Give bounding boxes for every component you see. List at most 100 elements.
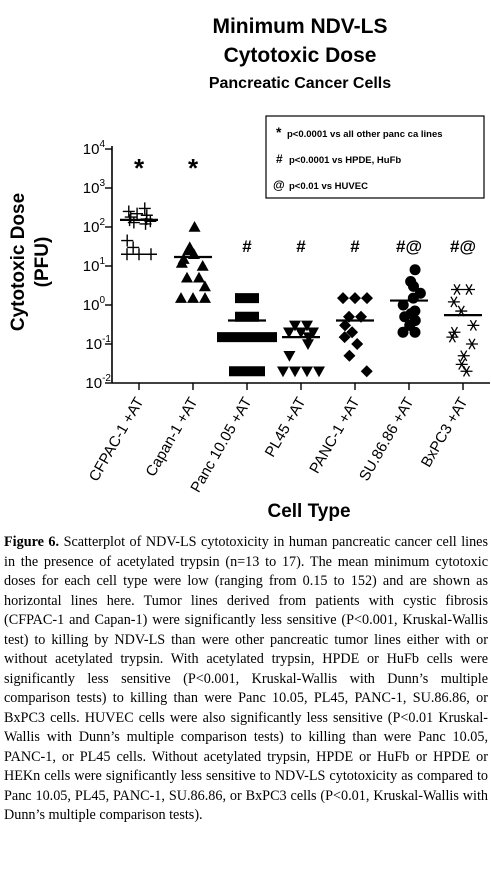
data-point — [247, 311, 259, 322]
data-point — [448, 326, 461, 338]
data-point — [138, 202, 151, 215]
data-point — [175, 292, 187, 303]
data-point — [447, 296, 460, 308]
data-point — [455, 358, 468, 370]
data-point — [301, 320, 313, 332]
x-tick-label: PANC-1 +AT — [306, 395, 363, 477]
data-point — [451, 283, 463, 296]
legend-text-2: p<0.0001 vs HPDE, HuFb — [289, 155, 401, 166]
data-point — [121, 234, 134, 247]
y-tick-label: 10-1 — [85, 334, 111, 353]
data-point — [247, 293, 259, 304]
data-point — [289, 320, 301, 332]
data-point — [283, 350, 296, 362]
x-tick-label: CFPAC-1 +AT — [86, 395, 148, 485]
data-point — [235, 311, 247, 322]
data-point — [409, 264, 421, 276]
significance-annotation: * — [134, 153, 145, 183]
data-point — [199, 292, 211, 303]
figure-caption: Figure 6. Scatterplot of NDV-LS cytotoxi… — [4, 533, 488, 889]
significance-annotation: # — [350, 237, 360, 256]
chart-subtitle: Pancreatic Cancer Cells — [209, 75, 391, 92]
data-point — [446, 331, 459, 343]
data-point — [409, 326, 421, 338]
y-tick-label: 10-2 — [85, 373, 111, 392]
legend-symbol-2: # — [276, 152, 283, 166]
data-point — [229, 332, 241, 343]
legend-text-1: p<0.0001 vs all other panc ca lines — [287, 129, 443, 140]
y-tick-label: 102 — [83, 217, 106, 236]
legend-box — [265, 115, 485, 199]
x-tick-label: Capan-1 +AT — [142, 395, 201, 480]
data-point — [349, 292, 361, 305]
significance-annotation: # — [296, 237, 306, 256]
data-point — [301, 366, 313, 378]
data-point — [407, 292, 419, 304]
data-point — [124, 211, 137, 224]
data-point — [283, 327, 295, 339]
data-point — [313, 366, 325, 378]
data-point — [253, 332, 265, 343]
y-axis-label: Cytotoxic Dose — [8, 193, 29, 331]
x-tick-label: BxPC3 +AT — [418, 395, 472, 471]
data-point — [235, 293, 247, 304]
legend-text-3: p<0.01 vs HUVEC — [289, 181, 368, 192]
chart-title-line2: Cytotoxic Dose — [224, 44, 377, 67]
data-point — [295, 327, 307, 339]
data-point — [241, 366, 253, 377]
data-point — [175, 256, 188, 268]
y-axis-unit: (PFU) — [32, 237, 53, 288]
data-point — [182, 244, 195, 256]
chart-title-line1: Minimum NDV-LS — [212, 15, 387, 38]
data-point — [338, 331, 351, 344]
y-tick-label: 101 — [83, 256, 106, 275]
data-point — [457, 350, 470, 362]
data-point — [127, 241, 140, 254]
data-point — [217, 332, 229, 343]
y-tick-label: 104 — [83, 139, 106, 158]
x-tick-label: PL45 +AT — [262, 395, 310, 461]
data-point — [181, 271, 193, 283]
legend-symbol-1: * — [276, 124, 282, 140]
significance-annotation: * — [188, 153, 199, 183]
data-point — [360, 365, 373, 378]
data-point — [121, 248, 133, 261]
data-point — [339, 319, 352, 332]
data-point — [133, 248, 145, 261]
data-point — [460, 365, 473, 377]
data-point — [408, 280, 420, 292]
data-point — [265, 332, 277, 343]
scatter-chart: Minimum NDV-LS Cytotoxic Dose Pancreatic… — [8, 15, 490, 522]
data-point — [337, 292, 349, 305]
data-point — [289, 366, 301, 378]
data-point — [467, 319, 480, 331]
significance-annotation: #@ — [450, 237, 476, 256]
data-point — [229, 366, 241, 377]
data-point — [397, 326, 409, 338]
data-point — [351, 338, 364, 350]
data-point — [241, 332, 253, 343]
data-point — [361, 292, 373, 305]
data-point — [399, 311, 411, 323]
data-point — [301, 339, 314, 350]
data-point — [196, 260, 209, 271]
y-tick-label: 103 — [83, 178, 106, 197]
data-point — [127, 216, 140, 229]
data-point — [122, 205, 135, 218]
data-point — [144, 215, 157, 228]
data-point — [145, 248, 157, 261]
data-point — [343, 349, 356, 362]
x-axis-label: Cell Type — [267, 501, 350, 522]
data-point — [277, 366, 289, 378]
x-tick-label: SU.86.86 +AT — [356, 395, 417, 485]
data-point — [187, 292, 199, 303]
data-point — [346, 326, 359, 339]
caption-label: Figure 6. — [4, 534, 60, 550]
legend: * p<0.0001 vs all other panc ca lines # … — [265, 115, 485, 199]
legend-symbol-3: @ — [273, 178, 285, 192]
caption-text: Scatterplot of NDV-LS cytotoxicity in hu… — [4, 534, 488, 823]
significance-annotation: # — [242, 237, 252, 256]
data-point — [253, 366, 265, 377]
data-point — [131, 207, 144, 220]
data-point — [193, 271, 205, 283]
